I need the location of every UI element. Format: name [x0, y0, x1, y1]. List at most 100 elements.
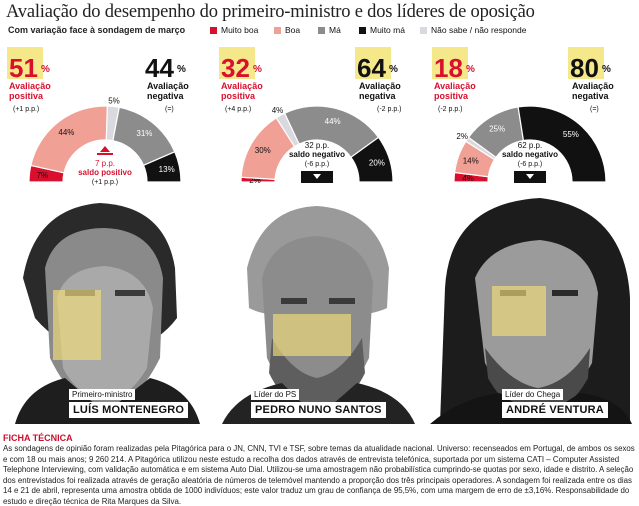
- negative-highlight: [355, 47, 391, 79]
- negative-label: Avaliação: [359, 81, 401, 91]
- legend-swatch: [274, 26, 281, 34]
- legend-item-muito-ma: Muito má: [359, 24, 405, 36]
- segment-value-label: 31%: [136, 129, 152, 138]
- positive-unit: %: [253, 64, 262, 75]
- negative-change: (-2 p.p.): [377, 106, 402, 113]
- positive-percent: 32: [221, 53, 250, 83]
- legend-label: Muito boa: [221, 25, 259, 35]
- balance-down-arrow: [526, 174, 534, 179]
- legend-item-boa: Boa: [274, 24, 300, 36]
- positive-percent: 51: [9, 53, 38, 83]
- photo-panel-montenegro: Primeiro-ministro LUÍS MONTENEGRO: [5, 198, 207, 424]
- gauge-segment: [350, 136, 394, 183]
- balance-label: saldo negativo: [502, 150, 558, 159]
- segment-value-label: 44%: [325, 117, 341, 126]
- segment-value-label: 4%: [272, 106, 284, 115]
- legend-swatch: [420, 26, 427, 34]
- positive-label: Avaliação: [9, 81, 51, 91]
- negative-label: Avaliação: [147, 81, 189, 91]
- positive-label: Avaliação: [221, 81, 263, 91]
- positive-unit: %: [466, 64, 475, 75]
- legend-item-nao-sabe: Não sabe / não responde: [420, 24, 526, 36]
- positive-label: positiva: [221, 91, 256, 101]
- segment-value-label: 14%: [463, 157, 479, 166]
- name-card-pedro-nuno-santos: Líder do PS PEDRO NUNO SANTOS: [251, 384, 386, 418]
- negative-label: negativa: [572, 91, 610, 101]
- positive-highlight: [7, 47, 43, 79]
- segment-value-label: 55%: [563, 130, 579, 139]
- positive-highlight: [432, 47, 468, 79]
- page-title: Avaliação do desempenho do primeiro-mini…: [6, 2, 535, 22]
- legend-label: Boa: [285, 25, 301, 35]
- portrait-montenegro: [5, 198, 207, 424]
- segment-value-label: 2%: [456, 132, 468, 141]
- segment-value-label: 7%: [37, 171, 49, 180]
- role-label: Líder do PS: [251, 389, 300, 400]
- balance-up-arrow: [100, 146, 110, 152]
- negative-unit: %: [602, 64, 611, 75]
- balance-value: 62 p.p.: [518, 141, 542, 150]
- segment-value-label: 13%: [159, 165, 175, 174]
- negative-change: (=): [165, 106, 174, 113]
- role-label: Líder do Chega: [502, 389, 564, 400]
- balance-change: (-6 p.p.): [518, 161, 543, 168]
- balance-down-arrow: [313, 174, 321, 179]
- legend-swatch: [359, 26, 366, 34]
- legend-label: Muito má: [370, 25, 405, 35]
- negative-percent: 64: [357, 53, 386, 83]
- photo-panel-andre-ventura: Líder do Chega ANDRÉ VENTURA: [430, 198, 632, 424]
- legend-swatch: [318, 26, 325, 34]
- chart-legend: Muito boa Boa Má Muito má Não sabe / não…: [210, 24, 635, 38]
- negative-percent: 44: [145, 53, 174, 83]
- legend-label: Não sabe / não responde: [431, 25, 527, 35]
- positive-label: positiva: [9, 91, 44, 101]
- positive-label: Avaliação: [434, 81, 476, 91]
- gauge-center: [276, 141, 358, 200]
- positive-label: positiva: [434, 91, 469, 101]
- balance-label: saldo negativo: [289, 150, 345, 159]
- positive-percent: 18: [434, 53, 463, 83]
- balance-change: (-6 p.p.): [305, 161, 330, 168]
- legend-item-ma: Má: [318, 24, 341, 36]
- balance-change: (+1 p.p.): [92, 179, 118, 186]
- negative-highlight: [143, 47, 179, 79]
- gauge-segment: [142, 151, 182, 183]
- negative-highlight: [568, 47, 604, 79]
- name-card-montenegro: Primeiro-ministro LUÍS MONTENEGRO: [69, 384, 189, 418]
- balance-label: saldo positivo: [78, 168, 132, 177]
- positive-unit: %: [41, 64, 50, 75]
- balance-value: 7 p.p.: [95, 159, 115, 168]
- legend-swatch: [210, 26, 217, 34]
- politician-name: ANDRÉ VENTURA: [502, 402, 608, 418]
- name-card-andre-ventura: Líder do Chega ANDRÉ VENTURA: [502, 384, 608, 418]
- segment-value-label: 4%: [462, 174, 474, 183]
- legend-item-muito-boa: Muito boa: [210, 24, 258, 36]
- segment-value-label: 2%: [249, 176, 261, 185]
- gauge-center: [64, 141, 146, 200]
- positive-highlight: [219, 47, 255, 79]
- politician-name: PEDRO NUNO SANTOS: [251, 402, 386, 418]
- segment-value-label: 5%: [108, 96, 120, 105]
- positive-change: (+1 p.p.): [13, 106, 39, 113]
- negative-label: Avaliação: [572, 81, 614, 91]
- balance-value: 32 p.p.: [305, 141, 329, 150]
- gauge-segment: [517, 105, 607, 183]
- positive-change: (-2 p.p.): [438, 106, 463, 113]
- ficha-tecnica-title: FICHA TÉCNICA: [3, 433, 73, 443]
- negative-label: negativa: [359, 91, 397, 101]
- segment-value-label: 44%: [58, 128, 74, 137]
- negative-percent: 80: [570, 53, 599, 83]
- portrait-andre-ventura: [430, 198, 632, 424]
- balance-bar: [97, 153, 113, 155]
- politician-name: LUÍS MONTENEGRO: [69, 402, 189, 418]
- page-subtitle: Com variação face à sondagem de março: [8, 25, 186, 35]
- segment-value-label: 30%: [255, 146, 271, 155]
- positive-change: (+4 p.p.): [225, 106, 251, 113]
- segment-value-label: 20%: [369, 159, 385, 168]
- photo-panel-pedro-nuno-santos: Líder do PS PEDRO NUNO SANTOS: [217, 198, 419, 424]
- segment-value-label: 25%: [489, 124, 505, 133]
- negative-change: (=): [590, 106, 599, 113]
- negative-unit: %: [177, 64, 186, 75]
- role-label: Primeiro-ministro: [69, 389, 136, 400]
